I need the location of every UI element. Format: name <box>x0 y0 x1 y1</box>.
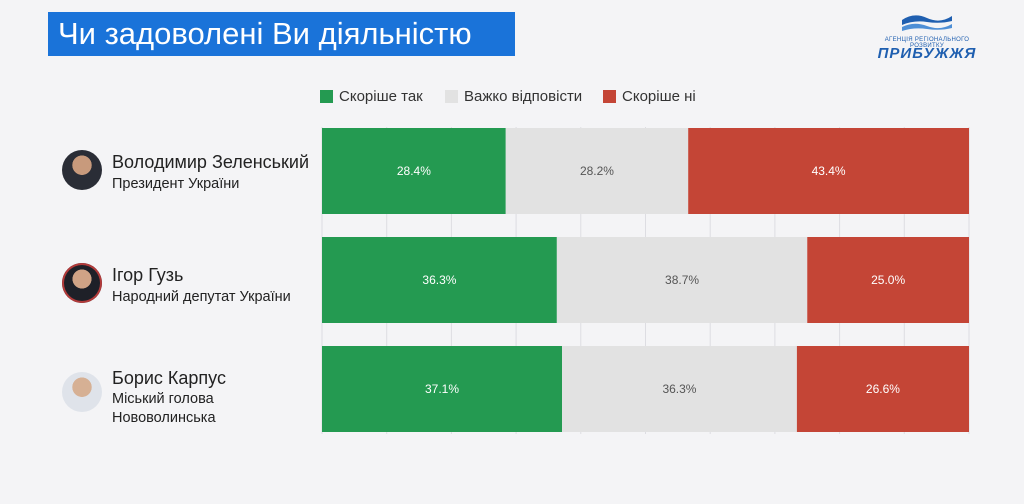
data-label: 28.4% <box>397 164 431 178</box>
bar-segment <box>562 346 797 432</box>
avatar-karpus <box>62 372 102 412</box>
legend-swatch-yes <box>320 90 333 103</box>
wave-logo-icon <box>902 15 952 31</box>
bar-segment <box>556 237 808 323</box>
data-label: 36.3% <box>422 273 456 287</box>
legend-item-no: Скоріше ні <box>603 88 696 105</box>
logo: АГЕНЦІЯ РЕГІОНАЛЬНОГО РОЗВИТКУ ПРИБУЖЖЯ <box>872 12 982 62</box>
data-label: 43.4% <box>812 164 846 178</box>
data-label: 25.0% <box>871 273 905 287</box>
person-name-3: Борис Карпус <box>112 368 226 388</box>
data-label: 37.1% <box>425 382 459 396</box>
bar-segment <box>322 128 506 214</box>
legend-swatch-hard <box>445 90 458 103</box>
person-role-1: Президент України <box>112 176 240 192</box>
bar-segment <box>505 128 689 214</box>
bar-segment <box>807 237 969 323</box>
logo-subtitle: АГЕНЦІЯ РЕГІОНАЛЬНОГО РОЗВИТКУ <box>884 37 970 49</box>
person-role-3b: Нововолинська <box>112 410 216 426</box>
chart-title: Чи задоволені Ви діяльністю <box>48 12 515 56</box>
person-name-2: Ігор Гузь <box>112 265 184 285</box>
bar-segment <box>322 346 563 432</box>
bar-segment <box>688 128 969 214</box>
data-label: 26.6% <box>866 382 900 396</box>
legend-label-hard: Важко відповісти <box>464 88 583 105</box>
person-role-3a: Міський голова <box>112 391 214 407</box>
legend-item-hard: Важко відповісти <box>445 88 582 105</box>
logo-name: ПРИБУЖЖЯ <box>877 45 977 62</box>
legend-label-no: Скоріше ні <box>622 88 696 105</box>
legend-item-yes: Скоріше так <box>320 88 423 105</box>
bar-segment <box>796 346 969 432</box>
avatar-guz <box>62 263 102 303</box>
person-role-2: Народний депутат України <box>112 289 291 305</box>
avatar-zelensky <box>62 150 102 190</box>
data-label: 36.3% <box>662 382 696 396</box>
data-label: 28.2% <box>580 164 614 178</box>
data-label: 38.7% <box>665 273 699 287</box>
legend-label-yes: Скоріше так <box>339 88 423 105</box>
person-name-1: Володимир Зеленський <box>112 152 310 172</box>
bar-segment <box>322 237 557 323</box>
legend-swatch-no <box>603 90 616 103</box>
